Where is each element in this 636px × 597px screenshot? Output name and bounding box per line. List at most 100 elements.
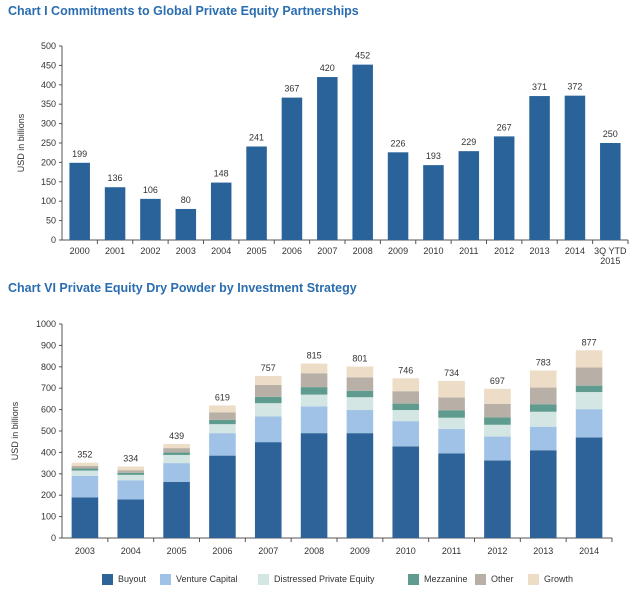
chart1-bar: [387, 152, 409, 240]
chart1-bar: [458, 151, 480, 240]
chart2-total-label: 619: [215, 393, 230, 403]
chart2-bar-segment: [529, 450, 557, 538]
chart1-x-tick-label: 2002: [140, 246, 160, 256]
chart2-bar-segment: [346, 366, 374, 378]
chart2-bar-segment: [163, 448, 190, 453]
chart2-bar-segment: [575, 350, 603, 368]
chart2-bar-segment: [71, 470, 99, 476]
chart2-bar-segment: [346, 397, 374, 411]
chart2-bar-segment: [438, 410, 465, 418]
chart2-bar-segment: [575, 385, 603, 393]
legend-swatch: [528, 573, 539, 585]
chart2-bar-segment: [209, 433, 236, 456]
chart1-x-tick-label: 3Q YTD: [594, 246, 627, 256]
chart2-x-tick-label: 2014: [579, 546, 599, 556]
chart2-bar-segment: [209, 412, 236, 420]
chart2-total-label: 697: [490, 376, 505, 386]
chart1-value-label: 106: [143, 185, 158, 195]
chart2-y-tick-label: 800: [41, 362, 56, 372]
chart1-x-tick-label: 2008: [353, 246, 373, 256]
chart1-x-tick-label: 2000: [70, 246, 90, 256]
chart2-total-label: 877: [582, 337, 597, 347]
legend-item: Venture Capital: [160, 572, 238, 586]
legend-item: Mezzanine: [408, 572, 468, 586]
chart2-x-tick-label: 2006: [212, 546, 232, 556]
chart1-bar: [317, 77, 338, 240]
chart1-value-label: 229: [461, 137, 476, 147]
chart2-title: Chart VI Private Equity Dry Powder by In…: [8, 281, 357, 295]
chart2-total-label: 734: [444, 368, 459, 378]
chart1-value-label: 250: [603, 129, 618, 139]
chart1-x-tick-label: 2013: [530, 246, 550, 256]
legend-label: Mezzanine: [424, 574, 468, 584]
chart1-title: Chart I Commitments to Global Private Eq…: [8, 4, 359, 18]
legend-swatch: [408, 573, 419, 585]
chart2-bar-segment: [300, 394, 328, 407]
chart2-y-tick-label: 900: [41, 340, 56, 350]
chart2-bar-segment: [392, 421, 420, 447]
chart2-bar-segment: [71, 475, 99, 498]
chart2-bar-segment: [484, 388, 511, 404]
chart1-bar: [175, 208, 197, 240]
legend-item: Distressed Private Equity: [258, 572, 375, 586]
chart1-x-tick-label: 2005: [247, 246, 267, 256]
chart1-bar: [493, 136, 515, 240]
chart2-total-label: 334: [123, 454, 138, 464]
legend-item: Buyout: [102, 572, 146, 586]
chart1-x-tick-label: 2012: [494, 246, 514, 256]
chart1-bar: [564, 95, 586, 240]
chart2-bar-segment: [209, 424, 236, 434]
chart2-bar-segment: [117, 499, 145, 538]
chart2-y-tick-label: 600: [41, 405, 56, 415]
chart2-bar-segment: [117, 480, 145, 500]
chart1-y-tick-label: 150: [41, 177, 56, 187]
chart2-bar-segment: [254, 376, 282, 385]
legend-swatch: [102, 573, 113, 585]
chart1-y-tick-label: 0: [51, 235, 56, 245]
chart2-bar-segment: [117, 470, 145, 473]
chart2-bar-segment: [300, 363, 328, 374]
chart2-bar-segment: [438, 453, 465, 538]
chart2-bar-segment: [71, 497, 99, 538]
chart2-bar-segment: [575, 437, 603, 538]
chart1-bar: [529, 96, 550, 240]
chart1-bar: [69, 162, 90, 240]
chart1-value-label: 148: [214, 169, 229, 179]
chart2-bar-segment: [575, 409, 603, 438]
chart1-x-tick-label: 2001: [105, 246, 125, 256]
chart1-value-label: 136: [108, 173, 123, 183]
chart1-x-tick-label: 2006: [282, 246, 302, 256]
chart2-bar-segment: [117, 466, 145, 471]
chart1-value-label: 199: [72, 149, 87, 159]
chart1-y-tick-label: 50: [46, 216, 56, 226]
chart2-x-tick-label: 2008: [304, 546, 324, 556]
chart1-value-label: 267: [497, 122, 512, 132]
chart2-bar-segment: [346, 377, 374, 391]
chart1-x-tick-label: 2015: [600, 256, 620, 266]
chart1-plot: 0 50 100 150 200 250 300 350 400 450 500 USD in bil…: [16, 41, 629, 266]
chart1-value-label: 367: [284, 84, 299, 94]
chart2-bar-segment: [300, 433, 328, 538]
chart1-value-label: 372: [567, 82, 582, 92]
chart2-y-tick-label: 0: [51, 533, 56, 543]
chart2-x-tick-label: 2003: [75, 546, 95, 556]
chart2-bar-segment: [346, 390, 374, 398]
chart2-x-tick-label: 2010: [396, 546, 416, 556]
chart2-bar-segment: [254, 403, 282, 417]
chart1-x-tick-label: 2011: [459, 246, 478, 256]
chart2-y-tick-label: 300: [41, 469, 56, 479]
chart2-bar-segment: [529, 426, 557, 451]
chart2-x-tick-label: 2013: [533, 546, 553, 556]
chart2-x-tick-label: 2009: [350, 546, 370, 556]
chart1-x-tick-label: 2009: [388, 246, 408, 256]
chart2-y-axis-label: USD in billions: [10, 401, 20, 460]
chart2-total-label: 757: [261, 363, 276, 373]
chart1-bar: [423, 165, 444, 240]
chart1-y-tick-label: 250: [41, 138, 56, 148]
chart2-bar-segment: [484, 417, 511, 425]
legend-label: Buyout: [118, 574, 147, 584]
chart2-bar-segment: [300, 373, 328, 388]
legend-label: Other: [491, 574, 514, 584]
chart2-bar-segment: [438, 380, 465, 398]
